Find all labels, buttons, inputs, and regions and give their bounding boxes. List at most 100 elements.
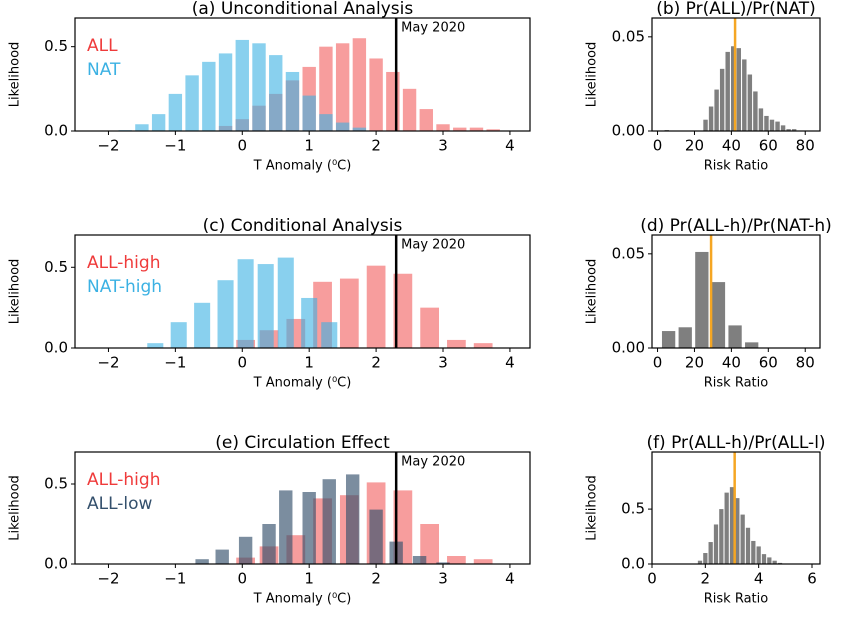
bar [678,327,692,348]
bar [202,61,216,131]
bar [301,297,318,348]
x-tick-label: 3 [438,354,448,372]
bar [285,71,300,131]
bar [402,88,417,131]
bar [277,257,294,348]
bar [742,59,747,131]
legend-label: ALL-low [87,494,153,514]
legend-label: ALL-high [87,253,160,273]
y-tick-label: 0.00 [612,122,645,140]
legend-label: ALL-high [87,470,160,490]
bar [321,322,338,348]
chart-title: (b) Pr(ALL)/Pr(NAT) [656,0,816,19]
bar [703,119,708,131]
bar [279,490,293,564]
bar [319,114,333,131]
bar [469,127,484,131]
reference-label: May 2020 [401,238,465,253]
bar [719,68,725,131]
x-axis-label: T Anomaly (⁰C) [253,159,352,174]
bar [764,115,769,131]
x-tick-label: 60 [759,137,778,155]
bar [252,43,266,131]
bar [711,282,726,348]
bar [453,127,467,131]
plot-frame [651,17,821,132]
bar [185,75,199,131]
legend-label: ALL [87,36,118,56]
bar [352,38,367,131]
bar [775,121,780,131]
bar [319,46,333,131]
bar [473,559,493,564]
x-axis-label: Risk Ratio [704,376,769,391]
bar [235,39,249,132]
x-tick-label: 40 [722,354,741,372]
x-tick-label: 1 [304,570,314,588]
bar [447,556,466,564]
x-tick-label: 4 [505,137,515,155]
bar [168,93,183,131]
bar [731,46,736,131]
x-tick-label: 1 [304,137,314,155]
x-tick-label: −1 [164,354,186,372]
x-tick-label: −1 [164,570,186,588]
chart-title: (e) Circulation Effect [215,433,390,453]
x-tick-label: −2 [97,137,119,155]
y-tick-label: 0.0 [44,339,68,357]
y-tick-label: 0.0 [44,122,68,140]
x-tick-label: 3 [438,570,448,588]
bar [786,129,791,131]
x-tick-label: 4 [505,354,515,372]
bar [756,546,761,564]
bar [761,554,767,564]
x-axis-label: T Anomaly (⁰C) [253,376,352,391]
x-tick-label: 2 [701,570,711,588]
x-tick-label: 20 [685,137,704,155]
bar [335,122,350,131]
x-tick-label: 80 [796,137,815,155]
bar [729,487,735,564]
y-axis-label: Likelihood [585,475,600,541]
x-tick-label: 0 [238,570,248,588]
x-tick-label: 4 [505,570,515,588]
bar [217,280,234,348]
bar [769,119,775,131]
legend-label: NAT-high [87,277,162,297]
x-tick-label: −2 [97,570,119,588]
y-tick-label: 0.5 [44,37,68,55]
bar [237,259,254,348]
bar [302,492,316,564]
bar [772,560,777,564]
x-tick-label: 0 [238,137,248,155]
bar [135,124,149,131]
y-tick-label: 0.5 [621,500,645,518]
bar [262,524,276,564]
bar [419,109,433,131]
chart-title: (c) Conditional Analysis [203,216,403,236]
bar [661,331,676,348]
y-tick-label: 0.05 [612,244,645,262]
bar [724,492,729,564]
bar [257,264,274,348]
y-axis-label: Likelihood [585,259,600,325]
x-tick-label: 2 [371,137,381,155]
bar [736,48,741,132]
bar [725,51,730,131]
bar [708,542,713,564]
plot-frame [74,234,531,349]
bar [436,562,450,564]
bar [747,74,753,131]
bar [369,509,383,564]
bar [703,553,708,564]
x-tick-label: 20 [685,354,704,372]
y-tick-label: 0.05 [612,27,645,45]
x-axis-label: Risk Ratio [704,159,769,174]
bar [335,43,350,131]
y-axis-label: Likelihood [8,259,23,325]
plot-frame [74,451,531,565]
x-tick-label: −1 [164,137,186,155]
x-tick-label: −2 [97,354,119,372]
x-tick-label: 0 [653,354,663,372]
